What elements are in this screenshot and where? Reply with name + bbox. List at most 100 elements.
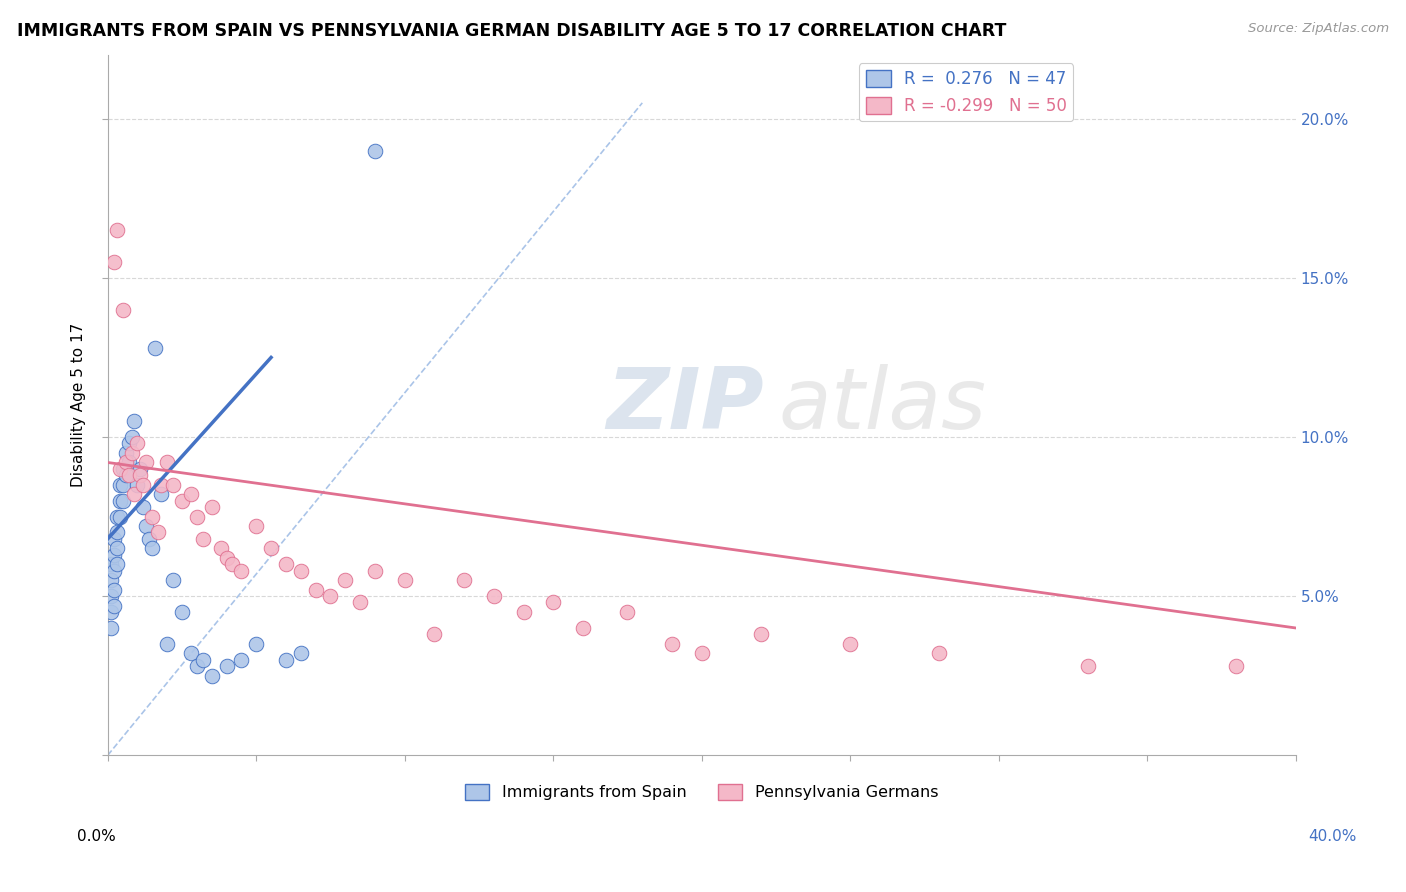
Point (541, 595, 564, 609)
Point (121, 430, 143, 444)
Point (141, 541, 163, 556)
Point (143, 341, 166, 355)
Point (117, 436, 139, 450)
Point (186, 509, 208, 524)
Point (108, 493, 131, 508)
Text: 40.0%: 40.0% (1309, 830, 1357, 844)
Point (114, 446, 136, 460)
Point (349, 595, 371, 609)
Point (274, 653, 297, 667)
Point (132, 477, 155, 491)
Point (215, 659, 238, 673)
Text: atlas: atlas (779, 364, 987, 447)
Text: ZIP: ZIP (606, 364, 765, 447)
Point (150, 487, 173, 501)
Text: 0.0%: 0.0% (77, 830, 117, 844)
Point (156, 637, 179, 651)
Point (103, 548, 125, 562)
Point (100, 621, 122, 635)
Point (290, 564, 312, 578)
Point (150, 477, 173, 491)
Point (231, 653, 253, 667)
Point (135, 455, 157, 469)
Point (105, 558, 128, 572)
Text: IMMIGRANTS FROM SPAIN VS PENNSYLVANIA GERMAN DISABILITY AGE 5 TO 17 CORRELATION : IMMIGRANTS FROM SPAIN VS PENNSYLVANIA GE… (17, 22, 1007, 40)
Text: Source: ZipAtlas.com: Source: ZipAtlas.com (1249, 22, 1389, 36)
Point (191, 532, 214, 546)
Point (749, 627, 772, 641)
Point (100, 605, 122, 619)
Point (129, 462, 152, 476)
Point (127, 436, 149, 450)
Point (661, 637, 683, 651)
Point (100, 589, 122, 603)
Point (290, 647, 312, 661)
Point (423, 627, 446, 641)
Point (1225, 659, 1247, 673)
Point (364, 144, 387, 158)
Point (129, 468, 152, 483)
Point (117, 468, 139, 483)
Point (221, 558, 243, 572)
Point (839, 637, 862, 651)
Point (103, 532, 125, 546)
Point (319, 589, 342, 603)
Point (162, 477, 184, 491)
Point (394, 573, 416, 587)
Legend: Immigrants from Spain, Pennsylvania Germans: Immigrants from Spain, Pennsylvania Germ… (458, 778, 945, 806)
Point (132, 500, 155, 514)
Point (100, 558, 122, 572)
Point (103, 564, 125, 578)
Point (245, 519, 267, 533)
Point (191, 653, 214, 667)
Point (215, 550, 238, 565)
Point (690, 647, 713, 661)
Point (453, 573, 475, 587)
Point (1077, 659, 1099, 673)
Point (105, 223, 128, 237)
Point (482, 589, 505, 603)
Point (148, 525, 170, 540)
Point (114, 455, 136, 469)
Point (304, 582, 326, 597)
Point (124, 487, 146, 501)
Point (170, 605, 193, 619)
Point (105, 525, 128, 540)
Point (274, 558, 297, 572)
Point (201, 500, 224, 514)
Point (186, 659, 208, 673)
Y-axis label: Disability Age 5 to 17: Disability Age 5 to 17 (72, 323, 86, 487)
Point (135, 519, 157, 533)
Point (928, 647, 950, 661)
Point (231, 564, 253, 578)
Point (335, 573, 357, 587)
Point (141, 509, 163, 524)
Point (114, 468, 136, 483)
Point (108, 509, 131, 524)
Point (180, 487, 202, 501)
Point (170, 493, 193, 508)
Point (117, 455, 139, 469)
Point (108, 477, 131, 491)
Point (100, 573, 122, 587)
Point (180, 647, 202, 661)
Point (124, 414, 146, 428)
Point (103, 582, 125, 597)
Point (111, 462, 134, 476)
Point (103, 599, 125, 613)
Point (364, 564, 387, 578)
Point (121, 446, 143, 460)
Point (105, 541, 128, 556)
Point (111, 302, 134, 317)
Point (572, 621, 595, 635)
Point (245, 637, 267, 651)
Point (512, 605, 534, 619)
Point (156, 455, 179, 469)
Point (111, 493, 134, 508)
Point (127, 477, 149, 491)
Point (108, 462, 131, 476)
Point (260, 541, 283, 556)
Point (103, 255, 125, 269)
Point (162, 573, 184, 587)
Point (616, 605, 638, 619)
